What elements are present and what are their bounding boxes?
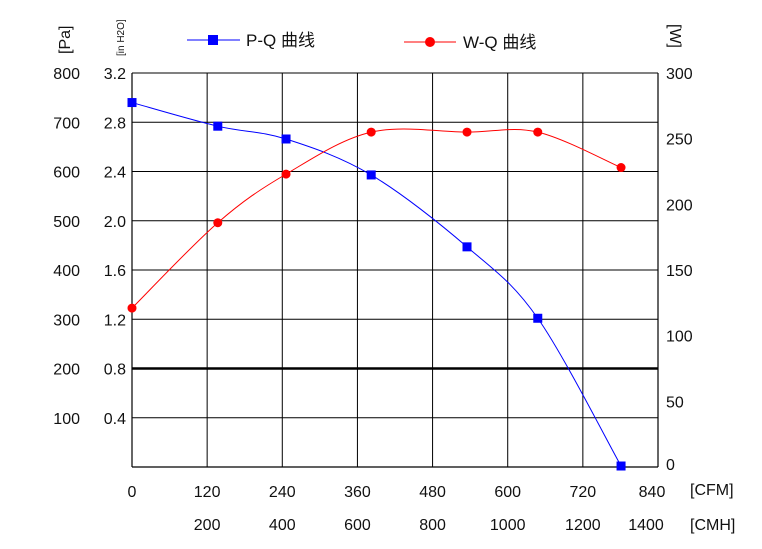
x-tick-cmh: 200	[194, 517, 221, 534]
x-tick-cfm: 0	[128, 484, 137, 501]
data-point-pq	[533, 313, 543, 323]
data-point-pq	[213, 121, 223, 131]
legend-label-wq: W-Q 曲线	[463, 33, 536, 52]
y-tick-pa: 400	[53, 263, 80, 280]
x-tick-cfm: 600	[494, 484, 521, 501]
x-tick-cfm: 240	[269, 484, 296, 501]
y-tick-inh2o: 1.2	[104, 312, 126, 329]
x-tick-cfm: 480	[419, 484, 446, 501]
legend-label-pq: P-Q 曲线	[246, 31, 315, 50]
y-tick-pa: 600	[53, 165, 80, 182]
y-tick-inh2o: 2.8	[104, 115, 126, 132]
y-tick-w: 100	[666, 329, 693, 346]
data-point-pq	[616, 461, 626, 471]
series-line-0	[131, 102, 622, 467]
tick-labels: 1002003004005006007008000.40.81.21.62.02…	[53, 66, 693, 534]
data-point-pq	[281, 134, 291, 144]
data-point-wq	[127, 303, 137, 313]
y-tick-inh2o: 1.6	[104, 263, 126, 280]
legend-marker-wq	[425, 37, 435, 47]
y-tick-w: 250	[666, 132, 693, 149]
x-tick-cmh: 1200	[565, 517, 601, 534]
data-point-wq	[533, 127, 543, 137]
x-unit-cfm: [CFM]	[690, 482, 734, 499]
x-tick-cfm: 840	[639, 484, 666, 501]
y-tick-w: 150	[666, 263, 693, 280]
data-point-wq	[213, 218, 223, 228]
grid	[131, 72, 659, 468]
y-tick-inh2o: 0.8	[104, 362, 126, 379]
y-tick-pa: 100	[53, 411, 80, 428]
y-tick-w: 0	[666, 457, 675, 474]
data-point-wq	[366, 127, 376, 137]
y-unit-inh2o: [in H2O]	[116, 19, 127, 56]
data-point-wq	[281, 169, 291, 179]
y-tick-pa: 500	[53, 214, 80, 231]
y-tick-w: 50	[666, 394, 684, 411]
y-unit-w: [W]	[666, 24, 683, 48]
x-unit-cmh: [CMH]	[690, 517, 735, 534]
x-tick-cfm: 120	[194, 484, 221, 501]
y-tick-pa: 200	[53, 362, 80, 379]
legend: P-Q 曲线 W-Q 曲线	[187, 31, 536, 52]
data-point-wq	[462, 127, 472, 137]
x-tick-cmh: 1400	[628, 517, 664, 534]
series-line-1	[131, 128, 622, 309]
x-tick-cfm: 360	[344, 484, 371, 501]
data-point-pq	[366, 170, 376, 180]
x-tick-cmh: 600	[344, 517, 371, 534]
legend-marker-pq	[208, 35, 218, 45]
data-point-pq	[462, 242, 472, 252]
y-tick-w: 300	[666, 66, 693, 83]
y-tick-inh2o: 3.2	[104, 66, 126, 83]
y-tick-inh2o: 2.4	[104, 165, 126, 182]
y-tick-w: 200	[666, 197, 693, 214]
y-tick-pa: 300	[53, 312, 80, 329]
series-layer	[127, 98, 626, 471]
y-tick-pa: 800	[53, 66, 80, 83]
y-tick-pa: 700	[53, 115, 80, 132]
x-tick-cmh: 800	[419, 517, 446, 534]
y-tick-inh2o: 0.4	[104, 411, 126, 428]
data-point-pq	[127, 98, 137, 108]
x-tick-cmh: 1000	[490, 517, 526, 534]
data-point-wq	[616, 163, 626, 173]
x-tick-cmh: 400	[269, 517, 296, 534]
x-tick-cfm: 720	[570, 484, 597, 501]
y-tick-inh2o: 2.0	[104, 214, 126, 231]
y-unit-pa: [Pa]	[57, 26, 74, 54]
